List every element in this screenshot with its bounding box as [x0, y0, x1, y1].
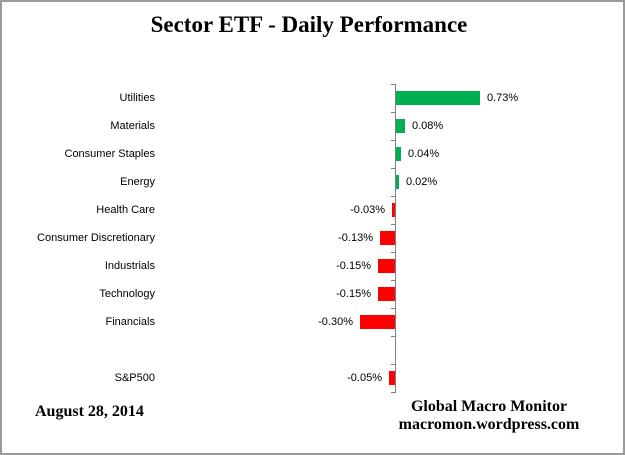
source-name: Global Macro Monitor [410, 398, 568, 415]
category-label-s-p500: S&P500 [114, 372, 155, 384]
bar-materials [396, 119, 405, 133]
category-label-consumer-discretionary: Consumer Discretionary [37, 232, 155, 244]
axis-tick [391, 280, 396, 281]
bar-consumer-discretionary [380, 231, 395, 245]
category-label-utilities: Utilities [119, 92, 155, 104]
axis-tick [391, 252, 396, 253]
axis-tick [391, 84, 396, 85]
bar-financials [360, 315, 395, 329]
value-label-industrials: -0.15% [336, 260, 371, 272]
bar-industrials [378, 259, 395, 273]
category-label-health-care: Health Care [96, 204, 155, 216]
source-url: macromon.wordpress.com [398, 416, 580, 433]
chart-date: August 28, 2014 [35, 403, 144, 420]
bar-technology [378, 287, 395, 301]
chart-title: Sector ETF - Daily Performance [150, 12, 468, 37]
source-attribution: Global Macro Monitor macromon.wordpress.… [339, 398, 623, 434]
category-label-energy: Energy [120, 176, 155, 188]
value-label-financials: -0.30% [318, 316, 353, 328]
category-label-technology: Technology [99, 288, 155, 300]
bar-utilities [396, 91, 480, 105]
axis-tick [391, 140, 396, 141]
category-axis-line [395, 84, 396, 393]
category-label-materials: Materials [110, 120, 155, 132]
bar-s-p500 [389, 371, 395, 385]
bar-consumer-staples [396, 147, 401, 161]
value-label-energy: 0.02% [406, 176, 438, 188]
value-label-utilities: 0.73% [487, 92, 519, 104]
axis-tick [391, 196, 396, 197]
value-label-consumer-discretionary: -0.13% [338, 232, 373, 244]
value-label-s-p500: -0.05% [347, 372, 382, 384]
axis-tick [391, 336, 396, 337]
axis-tick [391, 168, 396, 169]
value-label-technology: -0.15% [336, 288, 371, 300]
axis-tick [391, 112, 396, 113]
bar-health-care [392, 203, 395, 217]
category-label-financials: Financials [105, 316, 155, 328]
axis-tick [391, 392, 396, 393]
axis-tick [391, 364, 396, 365]
bar-energy [396, 175, 399, 189]
category-label-consumer-staples: Consumer Staples [64, 148, 156, 160]
value-label-materials: 0.08% [412, 120, 444, 132]
axis-tick [391, 224, 396, 225]
value-label-health-care: -0.03% [350, 204, 385, 216]
axis-tick [391, 308, 396, 309]
value-label-consumer-staples: 0.04% [408, 148, 440, 160]
category-label-industrials: Industrials [104, 260, 155, 272]
